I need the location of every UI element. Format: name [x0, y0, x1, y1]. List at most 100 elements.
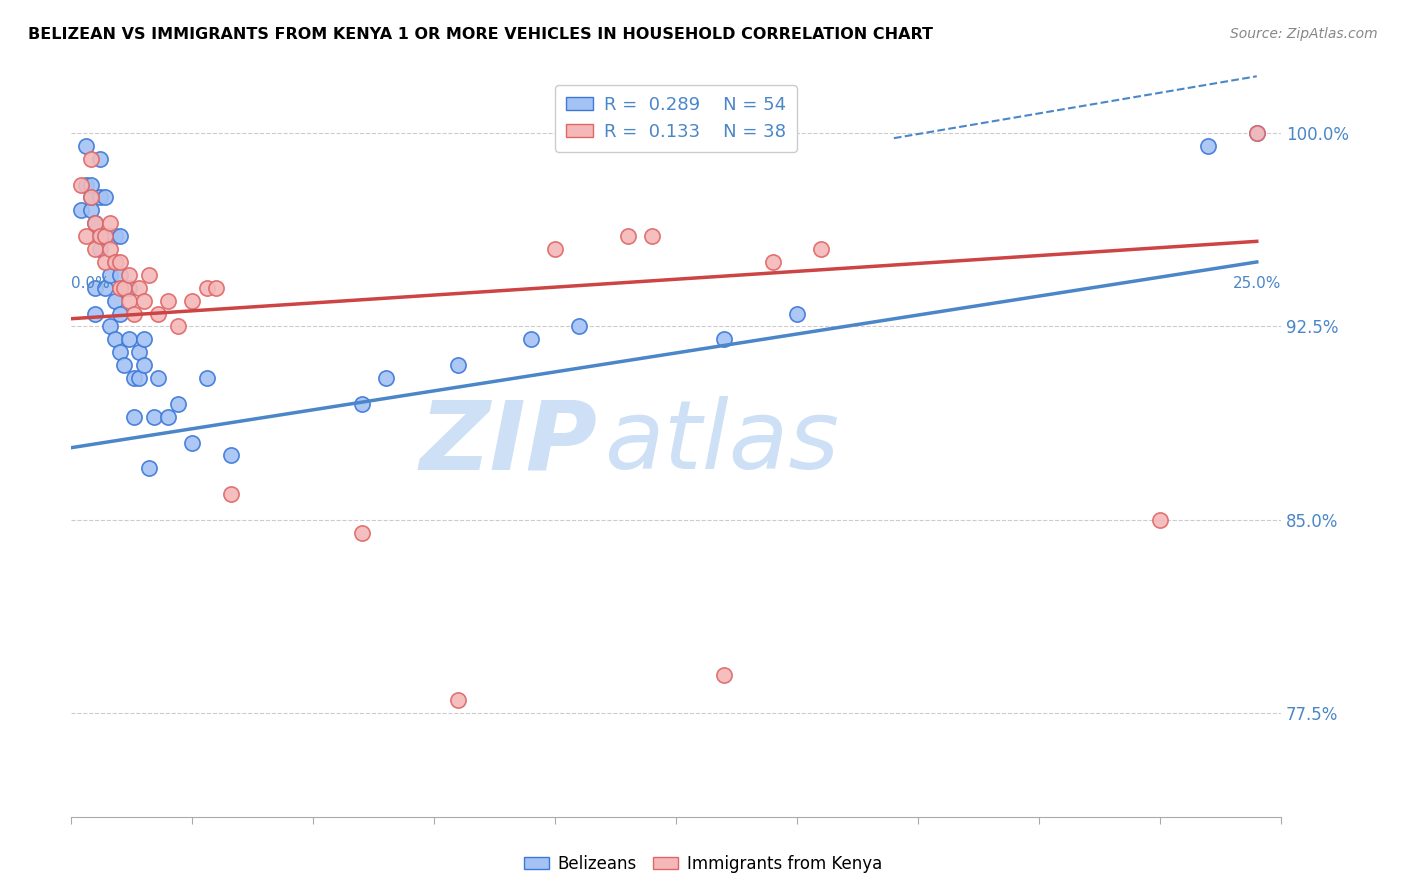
Point [118, 268, 141, 282]
Point [195, 281, 218, 295]
Point [713, 667, 735, 681]
Legend: R =  0.289    N = 54, R =  0.133    N = 38: R = 0.289 N = 54, R = 0.133 N = 38 [555, 85, 797, 152]
Point [98, 319, 121, 334]
Point [166, 319, 188, 334]
Point [84, 281, 107, 295]
Point [118, 281, 141, 295]
Point [75, 139, 97, 153]
Point [195, 371, 218, 385]
Point [520, 332, 543, 346]
Point [94, 190, 117, 204]
Point [122, 409, 145, 424]
Point [128, 371, 150, 385]
Point [104, 332, 127, 346]
Legend: Belizeans, Immigrants from Kenya: Belizeans, Immigrants from Kenya [517, 848, 889, 880]
Text: 25.0%: 25.0% [1233, 276, 1281, 291]
Point [122, 307, 145, 321]
Point [1246, 126, 1268, 140]
Point [148, 371, 170, 385]
Point [108, 255, 131, 269]
Point [89, 190, 111, 204]
Point [89, 152, 111, 166]
Point [374, 371, 396, 385]
Point [98, 216, 121, 230]
Point [122, 371, 145, 385]
Point [114, 358, 136, 372]
Point [108, 229, 131, 244]
Point [89, 229, 111, 244]
Point [616, 229, 638, 244]
Point [166, 397, 188, 411]
Point [108, 268, 131, 282]
Point [132, 332, 155, 346]
Point [104, 255, 127, 269]
Point [447, 358, 470, 372]
Point [94, 229, 117, 244]
Point [1246, 126, 1268, 140]
Point [132, 358, 155, 372]
Point [70, 178, 93, 192]
Point [181, 293, 204, 308]
Point [84, 242, 107, 256]
Point [181, 435, 204, 450]
Point [205, 281, 228, 295]
Point [89, 242, 111, 256]
Point [118, 293, 141, 308]
Point [98, 229, 121, 244]
Point [118, 332, 141, 346]
Point [98, 268, 121, 282]
Point [641, 229, 664, 244]
Point [810, 242, 832, 256]
Point [84, 216, 107, 230]
Point [89, 229, 111, 244]
Point [568, 319, 591, 334]
Point [1197, 139, 1219, 153]
Point [84, 216, 107, 230]
Point [132, 293, 155, 308]
Text: 0.0%: 0.0% [72, 276, 110, 291]
Point [108, 281, 131, 295]
Point [98, 242, 121, 256]
Point [148, 307, 170, 321]
Point [104, 229, 127, 244]
Point [114, 281, 136, 295]
Point [786, 307, 808, 321]
Point [75, 178, 97, 192]
Point [108, 307, 131, 321]
Point [713, 332, 735, 346]
Point [75, 229, 97, 244]
Point [1149, 513, 1171, 527]
Point [544, 242, 567, 256]
Point [138, 461, 160, 475]
Text: ZIP: ZIP [419, 396, 598, 489]
Point [79, 152, 101, 166]
Point [79, 203, 101, 218]
Point [762, 255, 785, 269]
Point [350, 525, 373, 540]
Point [114, 281, 136, 295]
Point [84, 307, 107, 321]
Point [219, 487, 242, 501]
Point [219, 449, 242, 463]
Point [157, 409, 180, 424]
Point [128, 345, 150, 359]
Point [79, 190, 101, 204]
Text: Source: ZipAtlas.com: Source: ZipAtlas.com [1230, 27, 1378, 41]
Point [108, 345, 131, 359]
Point [157, 293, 180, 308]
Point [104, 293, 127, 308]
Text: atlas: atlas [603, 396, 838, 489]
Point [94, 229, 117, 244]
Text: BELIZEAN VS IMMIGRANTS FROM KENYA 1 OR MORE VEHICLES IN HOUSEHOLD CORRELATION CH: BELIZEAN VS IMMIGRANTS FROM KENYA 1 OR M… [28, 27, 934, 42]
Point [104, 255, 127, 269]
Point [94, 255, 117, 269]
Point [138, 268, 160, 282]
Point [79, 178, 101, 192]
Point [128, 281, 150, 295]
Point [70, 203, 93, 218]
Point [94, 281, 117, 295]
Point [79, 190, 101, 204]
Point [350, 397, 373, 411]
Point [447, 693, 470, 707]
Point [142, 409, 165, 424]
